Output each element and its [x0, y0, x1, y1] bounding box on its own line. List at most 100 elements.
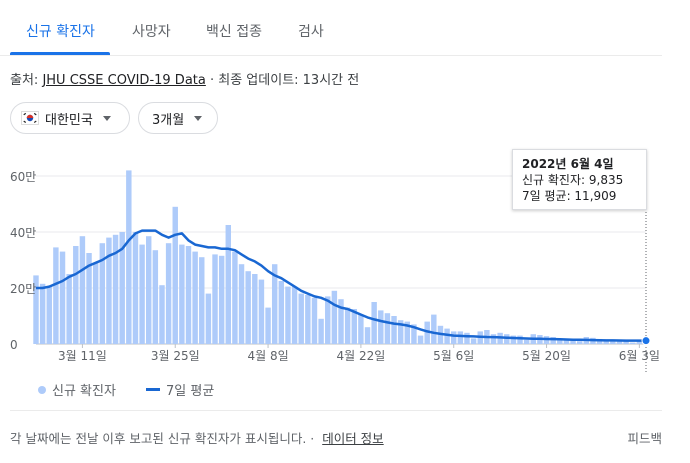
case-bar	[192, 251, 198, 344]
case-bar	[391, 316, 397, 344]
case-bar	[351, 309, 357, 344]
case-bar	[218, 255, 225, 344]
period-dropdown[interactable]: 3개월	[138, 102, 218, 134]
case-bar	[99, 243, 106, 344]
period-label: 3개월	[152, 112, 185, 128]
data-info-link[interactable]: 데이터 정보	[322, 431, 384, 446]
case-bar	[596, 338, 603, 344]
case-bar	[265, 307, 271, 344]
active-tab-indicator	[10, 52, 110, 55]
case-bar	[86, 253, 92, 344]
case-bar	[371, 302, 377, 344]
case-bar	[165, 243, 172, 344]
case-bar	[616, 340, 623, 344]
case-bar	[278, 281, 285, 344]
legend-line-icon	[146, 388, 160, 391]
case-bar	[285, 286, 291, 344]
case-bar	[132, 232, 139, 344]
case-bar	[66, 274, 72, 344]
case-bar	[557, 338, 563, 344]
legend-cases: 신규 확진자	[38, 380, 116, 399]
case-bar	[245, 271, 251, 344]
tab-deaths[interactable]: 사망자	[132, 24, 171, 40]
case-bar	[397, 320, 404, 344]
case-bar	[364, 327, 371, 344]
y-tick-label: 20만	[10, 282, 36, 296]
tooltip-date: 2022년 6월 4일	[522, 157, 614, 171]
case-bar	[53, 247, 59, 344]
seven-day-average-line	[36, 229, 647, 342]
case-bar	[179, 244, 185, 344]
tooltip-cases: 신규 확진자: 9,835	[522, 173, 624, 187]
case-bar	[232, 251, 238, 344]
case-bar	[311, 297, 318, 344]
case-bar	[46, 286, 52, 344]
case-bar	[159, 285, 165, 344]
case-bar	[563, 338, 570, 344]
case-bar	[603, 339, 609, 344]
feedback-link[interactable]: 피드백	[627, 431, 662, 446]
case-bar	[470, 338, 477, 344]
case-bar	[358, 314, 364, 344]
legend-cases-label: 신규 확진자	[52, 384, 116, 399]
chevron-down-icon	[194, 115, 203, 121]
case-bar	[331, 290, 338, 344]
chevron-down-icon	[102, 115, 111, 121]
case-bar	[636, 339, 643, 344]
case-bar	[258, 279, 265, 344]
region-dropdown[interactable]: 대한민국	[10, 102, 130, 134]
case-bar	[610, 340, 616, 344]
case-bar	[630, 342, 636, 344]
legend-dot-icon	[38, 385, 46, 394]
case-bar	[510, 335, 517, 344]
case-bar	[457, 331, 464, 344]
case-bar	[378, 310, 384, 344]
y-tick-label: 60만	[10, 170, 36, 184]
case-bar	[504, 334, 510, 344]
case-bar	[291, 286, 298, 344]
case-bar	[576, 341, 583, 344]
case-bar	[305, 295, 311, 344]
case-bar	[79, 236, 86, 344]
case-bar	[424, 321, 430, 344]
last-updated: · 최종 업데이트: 13시간 전	[205, 73, 360, 88]
x-tick-label: 4월 8일	[247, 349, 288, 363]
case-bar	[112, 234, 119, 344]
region-label: 대한민국	[45, 112, 93, 128]
source-prefix: 출처:	[10, 73, 43, 88]
source-line: 출처: JHU CSSE COVID-19 Data · 최종 업데이트: 13…	[10, 69, 359, 88]
case-bar	[344, 307, 351, 344]
source-link[interactable]: JHU CSSE COVID-19 Data	[42, 73, 206, 88]
tab-tests[interactable]: 검사	[298, 24, 324, 40]
case-bar	[92, 262, 99, 344]
x-tick-label: 4월 22일	[336, 349, 385, 363]
case-bar	[39, 283, 46, 344]
footer-separator: ·	[306, 431, 319, 446]
case-bar	[152, 250, 159, 344]
case-bar	[298, 293, 304, 344]
case-bar	[225, 225, 232, 344]
case-bar	[464, 332, 470, 344]
case-bar	[338, 299, 344, 344]
footer-divider	[10, 410, 662, 411]
case-bar	[444, 328, 450, 344]
x-tick-label: 6월 3일	[619, 349, 660, 363]
korea-flag-icon	[21, 111, 39, 125]
tooltip-average: 7일 평균: 11,909	[522, 189, 617, 203]
legend-average: 7일 평균	[146, 380, 214, 399]
case-bar	[431, 314, 437, 344]
case-bar	[238, 264, 245, 344]
hover-point	[641, 336, 651, 346]
cases-chart: 0 20만 40만 60만 3월 11일 3월 25일 4월 8일 4월 22일 5월 6일 5…	[10, 149, 660, 372]
footer-note-text: 각 날짜에는 전날 이후 보고된 신규 확진자가 표시됩니다.	[10, 431, 307, 446]
case-bar	[139, 244, 145, 344]
case-bar	[404, 321, 411, 344]
tab-new-cases[interactable]: 신규 확진자	[26, 24, 95, 40]
case-bar	[325, 296, 331, 344]
case-bar	[33, 275, 39, 344]
case-bar	[185, 246, 192, 344]
case-bar	[523, 339, 530, 344]
tab-vaccinations[interactable]: 백신 접종	[206, 24, 262, 40]
case-bar	[417, 335, 424, 344]
case-bar	[126, 170, 132, 344]
